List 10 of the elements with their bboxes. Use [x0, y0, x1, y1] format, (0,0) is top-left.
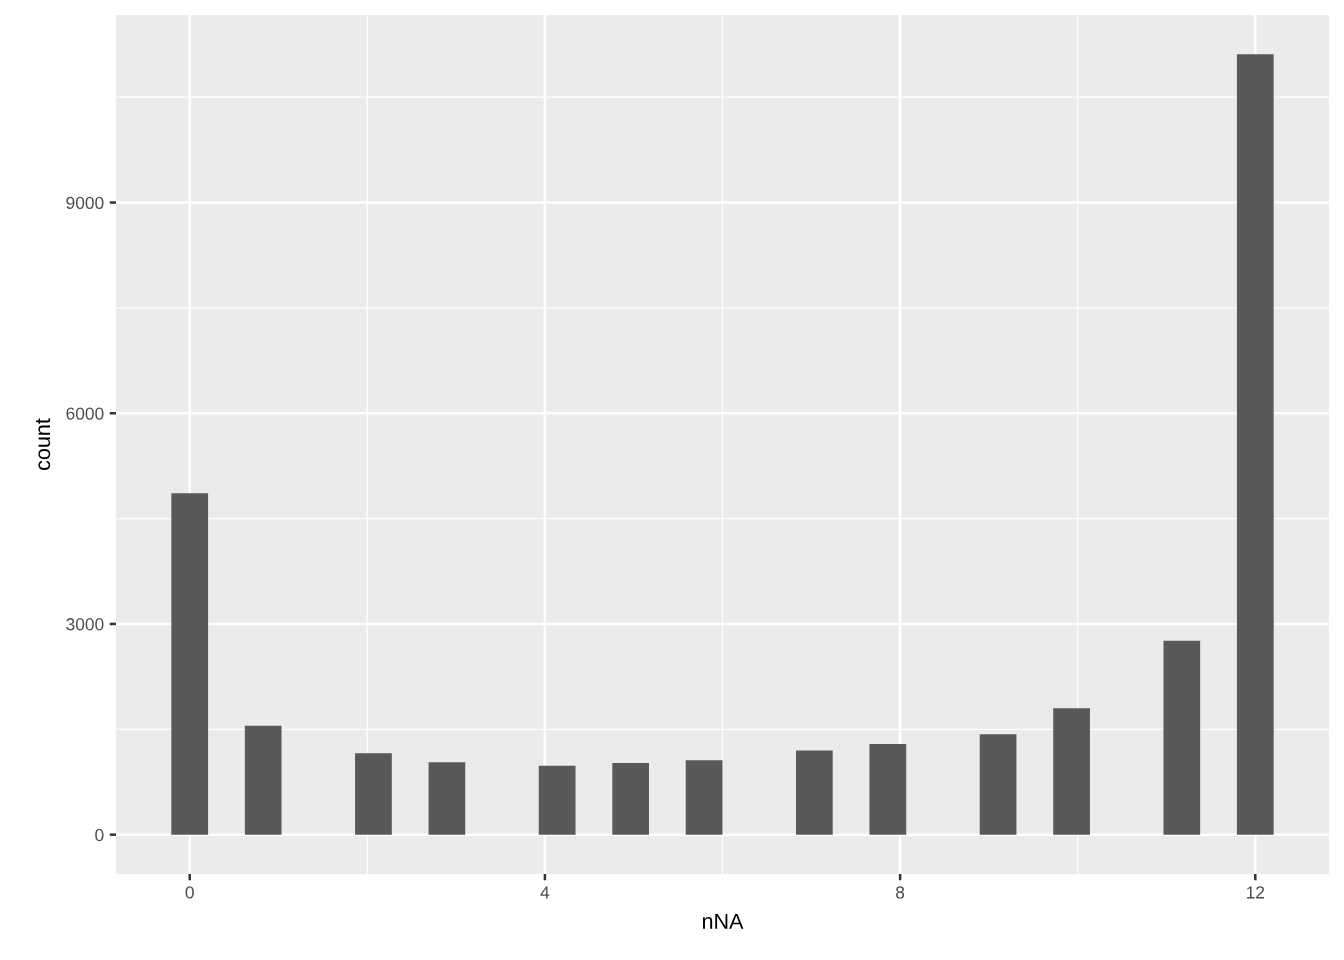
x-tick-label: 8	[896, 886, 905, 899]
x-tick-label: 0	[185, 886, 194, 899]
y-axis-title: count	[36, 418, 51, 470]
y-tick-label: 3000	[66, 618, 104, 631]
y-tick-label: 9000	[66, 196, 104, 209]
y-tick-label: 0	[95, 828, 104, 842]
x-tick-label: 12	[1246, 886, 1265, 899]
x-tick-label: 4	[540, 886, 550, 899]
y-tick-label: 6000	[66, 407, 104, 420]
x-axis-title: nNA	[702, 913, 744, 929]
